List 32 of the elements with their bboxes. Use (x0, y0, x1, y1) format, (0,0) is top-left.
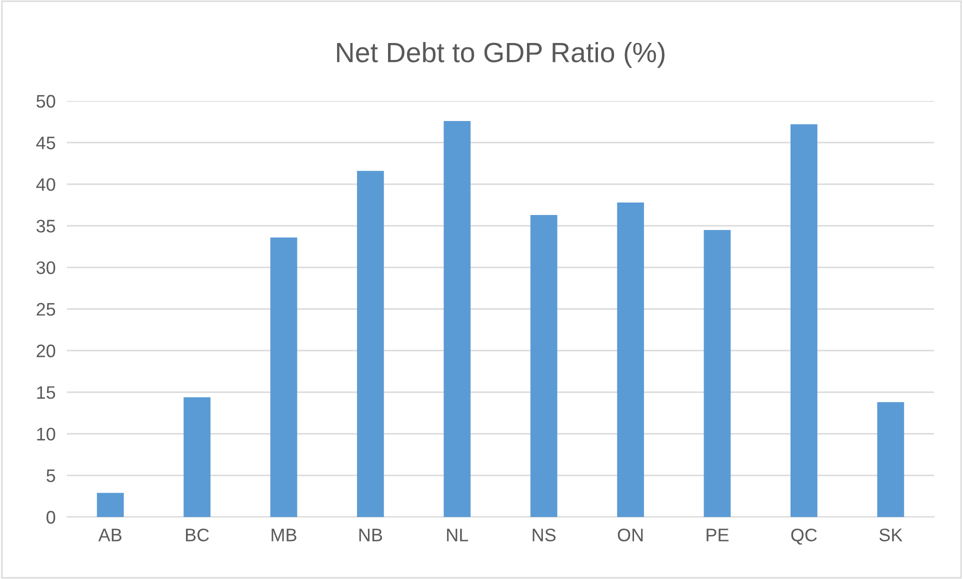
y-tick-label: 30 (36, 261, 56, 274)
x-tick-label: PE (706, 528, 729, 542)
x-tick-label: NB (359, 528, 382, 542)
x-tick-label: SK (879, 528, 902, 542)
y-tick-label: 45 (36, 136, 56, 150)
bar (530, 214, 558, 517)
x-tick-label: AB (98, 528, 122, 542)
bar (790, 124, 818, 517)
y-tick-label: 10 (37, 428, 56, 441)
bar (270, 237, 298, 517)
bar (184, 397, 210, 517)
x-tick-label: NL (447, 528, 468, 542)
bar (704, 230, 731, 517)
y-tick-label: 20 (36, 344, 56, 358)
y-tick-label: 40 (36, 178, 56, 191)
bar (96, 492, 124, 517)
y-tick-label: 35 (36, 220, 56, 233)
y-tick-label: 5 (46, 470, 56, 482)
bar (617, 202, 644, 517)
x-tick-label: NS (532, 528, 556, 542)
x-tick-label: ON (618, 528, 643, 542)
bar (357, 170, 384, 517)
bar (444, 120, 471, 517)
x-tick-label: QC (791, 528, 817, 545)
y-tick-label: 0 (46, 510, 56, 524)
y-tick-label: 50 (36, 94, 56, 108)
x-tick-label: MB (272, 528, 296, 542)
y-tick-label: 15 (37, 386, 56, 399)
bar (877, 402, 904, 517)
x-tick-label: BC (186, 528, 209, 542)
y-tick-label: 25 (36, 302, 56, 316)
chart-title: Net Debt to GDP Ratio (%) (337, 42, 664, 68)
